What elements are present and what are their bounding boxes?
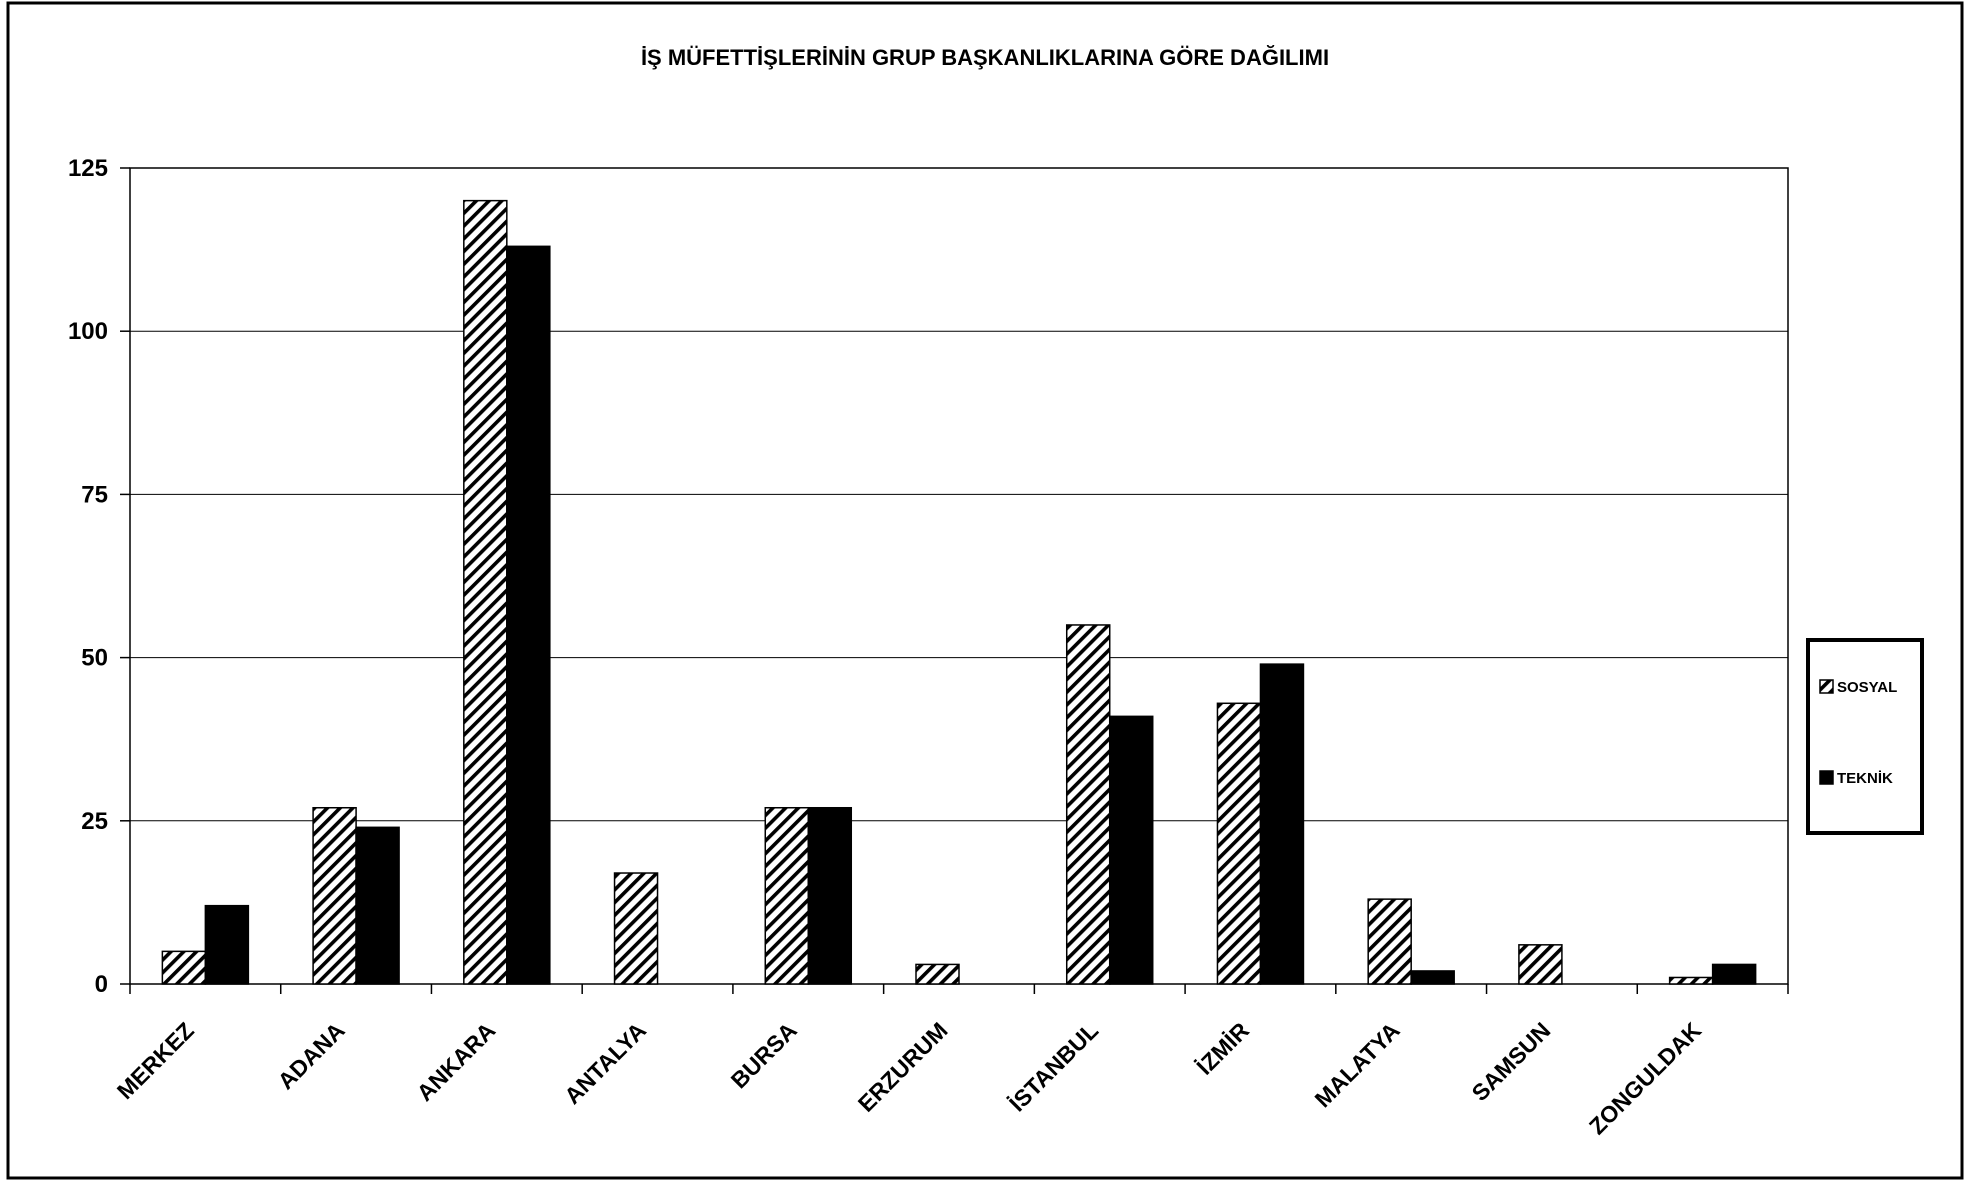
bar-sosyal-8 [1367,898,1412,985]
bar-tekni̇k-8 [1410,970,1455,985]
bars [161,199,1757,985]
y-tick-label: 25 [81,808,108,835]
plot-area [129,167,1789,985]
bar-tekni̇k-10 [1711,963,1757,985]
gridlines [130,330,1788,822]
bar-sosyal-0 [161,950,207,985]
bar-sosyal-4 [764,806,810,985]
legend-label-teknik: TEKNİK [1837,770,1893,787]
bar-sosyal-5 [915,963,960,985]
y-axis: 0 25 50 75 100 125 [68,155,130,998]
legend-label-sosyal: SOSYAL [1837,679,1897,696]
bar-sosyal-10 [1668,976,1714,985]
bar-sosyal-1 [312,806,357,985]
bar-tekni̇k-0 [204,904,250,985]
legend: SOSYAL TEKNİK [1806,638,1924,835]
y-tick-label: 50 [81,645,108,672]
bar-tekni̇k-2 [506,245,551,985]
y-tick-label: 0 [95,971,108,998]
bar-sosyal-7 [1216,702,1262,985]
legend-swatch-teknik [1819,770,1834,785]
bar-sosyal-6 [1065,624,1111,985]
chart-title: İŞ MÜFETTİŞLERİNİN GRUP BAŞKANLIKLARINA … [641,45,1329,70]
bar-tekni̇k-6 [1108,715,1154,985]
bar-sosyal-2 [463,199,508,985]
legend-box [1806,638,1924,835]
y-tick-label: 100 [68,318,108,345]
y-tick-label: 125 [68,155,108,182]
bar-tekni̇k-4 [807,806,853,985]
bar-tekni̇k-1 [355,826,400,985]
bar-tekni̇k-7 [1259,663,1305,985]
legend-swatch-sosyal [1819,679,1834,694]
bar-sosyal-3 [613,872,659,985]
bar-sosyal-9 [1518,944,1563,985]
y-tick-label: 75 [81,481,108,508]
